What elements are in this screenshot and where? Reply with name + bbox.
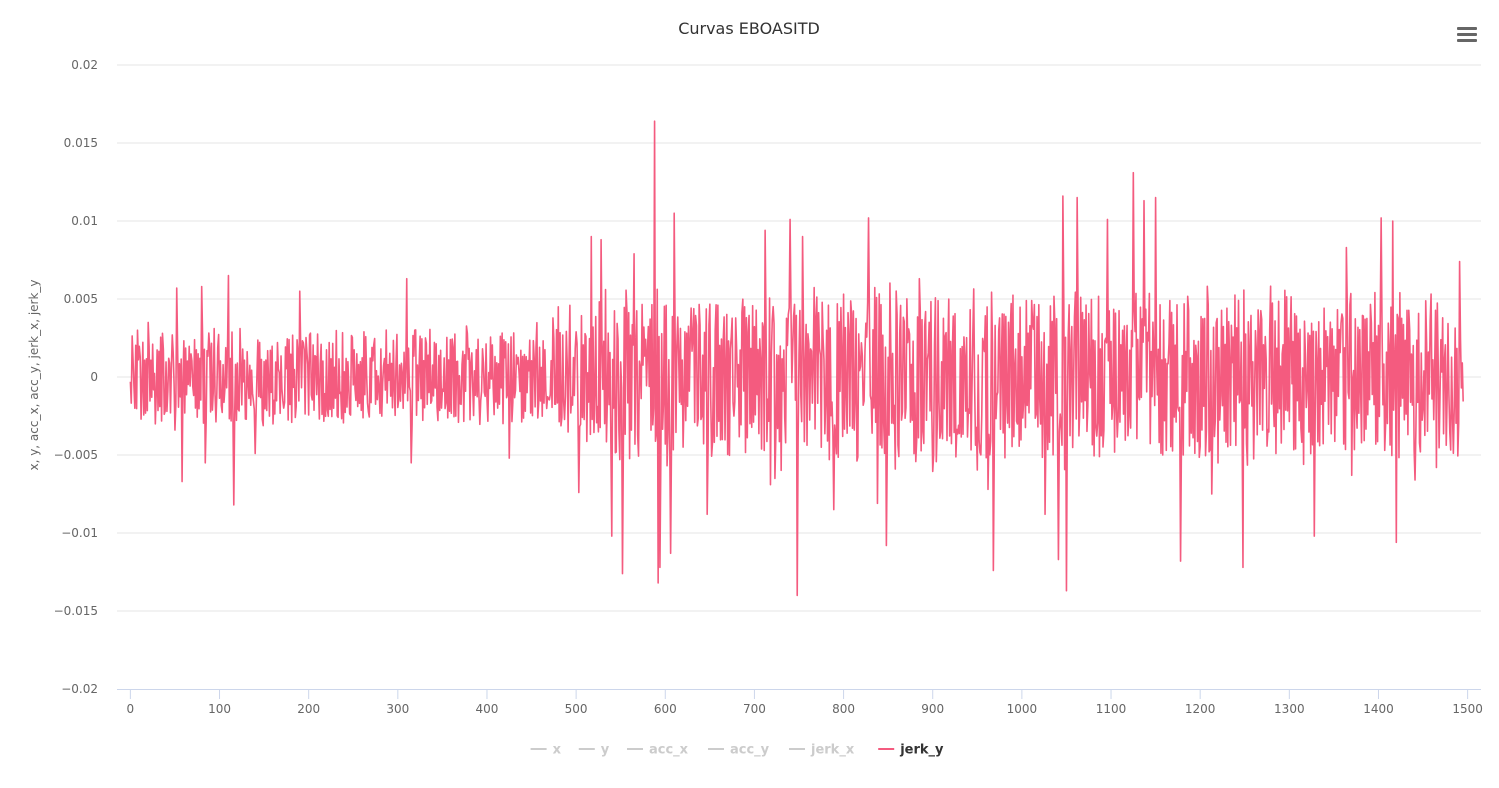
legend-label: acc_x: [649, 743, 689, 758]
x-axis: 0 100 200 300 400 500 600 700 800 900 1000 1100 1200…: [117, 689, 1483, 716]
x-tick-label: 700: [743, 702, 766, 716]
x-tick-label: 800: [832, 702, 855, 716]
series-line-jerk_y[interactable]: [129, 120, 1464, 597]
x-tick-label: 1100: [1096, 702, 1127, 716]
legend-item-acc_y[interactable]: acc_y: [708, 743, 770, 758]
y-tick-label: −0.015: [54, 604, 98, 618]
x-tick-label: 1500: [1452, 702, 1483, 716]
x-tick-label: 0: [127, 702, 135, 716]
chart-title: Curvas EBOASITD: [678, 19, 820, 38]
legend-label: acc_y: [730, 743, 770, 758]
x-tick-label: 100: [208, 702, 231, 716]
legend-label: x: [553, 743, 562, 758]
hamburger-menu-icon: [1457, 27, 1477, 42]
y-tick-label: 0.02: [71, 58, 98, 72]
legend-item-jerk_y[interactable]: jerk_y: [878, 743, 944, 758]
x-tick-label: 200: [297, 702, 320, 716]
y-tick-label: 0.01: [71, 214, 98, 228]
legend-label: y: [601, 743, 610, 758]
x-tick-label: 600: [654, 702, 677, 716]
legend: x y acc_x acc_y jerk_x jerk_y: [530, 743, 944, 758]
y-tick-label: −0.02: [61, 682, 98, 696]
x-tick-label: 1300: [1274, 702, 1305, 716]
legend-label: jerk_y: [899, 743, 944, 758]
legend-label: jerk_x: [810, 743, 855, 758]
series-group: [129, 120, 1464, 597]
y-tick-label: −0.005: [54, 448, 98, 462]
y-axis-label: x, y, acc_x, acc_y, jerk_x, jerk_y: [27, 279, 41, 470]
x-tick-label: 900: [921, 702, 944, 716]
x-tick-label: 400: [476, 702, 499, 716]
x-tick-label: 500: [565, 702, 588, 716]
y-tick-label: 0: [90, 370, 98, 384]
menu-button[interactable]: [1452, 20, 1482, 48]
y-axis-ticks: 0.02 0.015 0.01 0.005 0 −0.005 −0.01 −0.015 −0.0…: [54, 58, 98, 696]
y-tick-label: −0.01: [61, 526, 98, 540]
x-tick-label: 1200: [1185, 702, 1216, 716]
y-tick-label: 0.015: [64, 136, 98, 150]
y-tick-label: 0.005: [64, 292, 98, 306]
x-tick-label: 1400: [1363, 702, 1394, 716]
legend-item-jerk_x[interactable]: jerk_x: [789, 743, 855, 758]
legend-item-y[interactable]: y: [578, 743, 610, 758]
x-tick-label: 300: [386, 702, 409, 716]
x-tick-label: 1000: [1007, 702, 1038, 716]
legend-item-acc_x[interactable]: acc_x: [627, 743, 689, 758]
legend-item-x[interactable]: x: [530, 743, 562, 758]
